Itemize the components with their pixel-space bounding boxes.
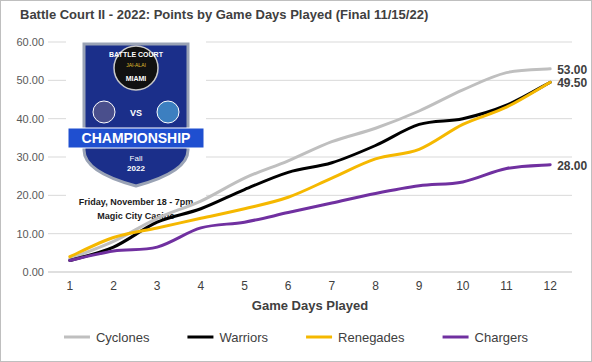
x-tick-label: 4: [197, 279, 204, 293]
legend-swatch: [64, 336, 90, 339]
x-tick-label: 6: [285, 279, 292, 293]
legend: Cyclones Warriors Renegades Chargers: [64, 330, 529, 345]
lines: [70, 69, 550, 261]
y-tick-label: 0.00: [23, 266, 44, 278]
series-line: [70, 69, 550, 259]
legend-swatch: [306, 336, 332, 339]
legend-label: Cyclones: [96, 330, 150, 345]
legend-label: Renegades: [338, 330, 405, 345]
badge-text: Fall: [130, 154, 143, 163]
badge-text: Friday, November 18 - 7pm: [79, 197, 193, 207]
x-tick-label: 12: [543, 279, 557, 293]
x-tick-label: 3: [154, 279, 161, 293]
x-tick-label: 1: [66, 279, 73, 293]
legend-label: Chargers: [475, 330, 529, 345]
data-label: 49.50: [557, 76, 587, 90]
team-logo: [157, 101, 179, 123]
badge-banner: [68, 128, 204, 148]
data-label: 28.00: [557, 159, 587, 173]
x-tick-label: 11: [500, 279, 513, 293]
x-tick-label: 8: [372, 279, 379, 293]
badge: BATTLE COURT JAI-ALAI MIAMI VS CHAMPIONSHIP F…: [66, 34, 206, 232]
x-axis-label: Game Days Played: [252, 298, 368, 313]
data-labels: 53.0049.50 28.00: [557, 63, 587, 173]
data-label: 53.00: [557, 63, 587, 77]
chart: Battle Court II - 2022: Points by Game D…: [0, 0, 592, 362]
x-tick-label: 2: [110, 279, 117, 293]
x-tick-label: 7: [328, 279, 335, 293]
x-tick-label: 5: [241, 279, 248, 293]
badge-text: VS: [130, 108, 142, 118]
chart-frame: [1, 1, 592, 362]
series-line: [70, 82, 550, 256]
y-tick-label: 40.00: [16, 113, 44, 125]
x-axis: [48, 272, 572, 273]
badge-text: CHAMPIONSHIP: [82, 130, 191, 146]
badge-text: MIAMI: [126, 75, 147, 82]
badge-text: BATTLE COURT: [109, 51, 164, 58]
grid: [48, 42, 572, 234]
legend-swatch: [187, 336, 213, 339]
series-line: [70, 165, 550, 261]
x-tick-label: 10: [456, 279, 470, 293]
series-line: [70, 82, 550, 260]
badge-shield: [84, 44, 188, 186]
x-tick-label: 9: [416, 279, 423, 293]
y-tick-label: 30.00: [16, 151, 44, 163]
badge-background: [66, 34, 206, 232]
title: Battle Court II - 2022: Points by Game D…: [20, 7, 428, 22]
team-logo: [93, 101, 115, 123]
y-tick-label: 60.00: [16, 36, 44, 48]
badge-text: 2022: [127, 164, 145, 173]
badge-text: JAI-ALAI: [126, 62, 146, 68]
y-tick-label: 50.00: [16, 74, 44, 86]
legend-label: Warriors: [219, 330, 268, 345]
y-tick-label: 10.00: [16, 228, 44, 240]
y-tick-label: 20.00: [16, 189, 44, 201]
legend-swatch: [443, 336, 469, 339]
